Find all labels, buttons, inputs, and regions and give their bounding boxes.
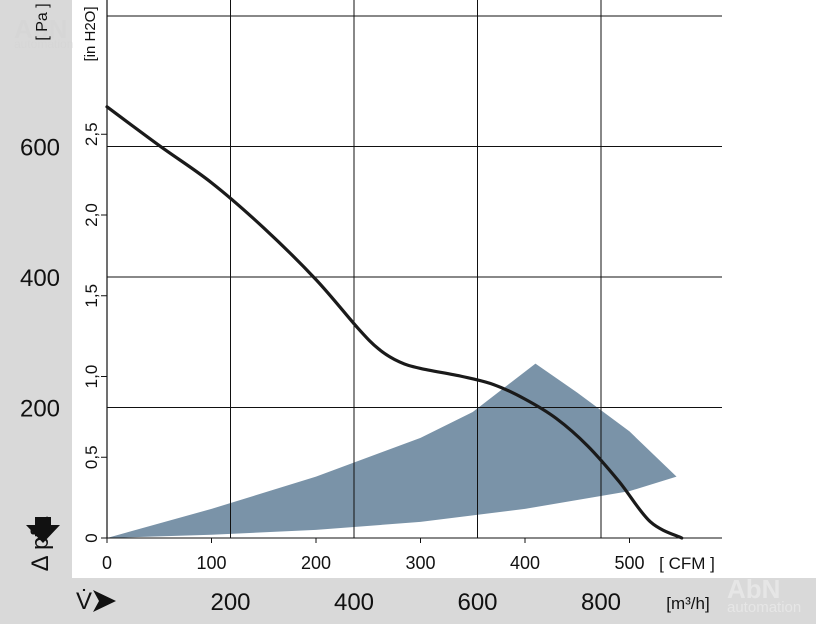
m3h-unit-label: [m³/h] bbox=[666, 594, 709, 613]
grid-lines bbox=[101, 0, 722, 543]
inh2o-tick-label: 0,5 bbox=[82, 445, 101, 469]
watermark-text-bottom: automation bbox=[727, 599, 801, 616]
pa-tick-label: 400 bbox=[20, 265, 60, 292]
fan-curve-line bbox=[105, 105, 684, 540]
m3h-tick-label: 400 bbox=[334, 589, 374, 616]
inh2o-tick-label: 0 bbox=[82, 533, 101, 542]
watermark-text-top: automation bbox=[14, 37, 73, 51]
inh2o-tick-label: 2,0 bbox=[82, 203, 101, 227]
pa-tick-label: 600 bbox=[20, 135, 60, 162]
inh2o-tick-label: 1,0 bbox=[82, 365, 101, 389]
pa-tick-label: 200 bbox=[20, 396, 60, 423]
pa-unit-label: [ Pa ] bbox=[34, 3, 51, 40]
cfm-unit-label: [ CFM ] bbox=[659, 554, 715, 573]
m3h-tick-label: 800 bbox=[581, 589, 621, 616]
m3h-tick-label: 200 bbox=[210, 589, 250, 616]
cfm-tick-label: 300 bbox=[405, 553, 435, 573]
x-axis-symbol: V̇ bbox=[76, 587, 92, 615]
cfm-tick-label: 400 bbox=[510, 553, 540, 573]
right-margin bbox=[722, 0, 816, 578]
cfm-tick-label: 200 bbox=[301, 553, 331, 573]
inh2o-unit-label: [in H2O] bbox=[82, 6, 99, 61]
cfm-tick-label: 0 bbox=[102, 553, 112, 573]
cfm-tick-label: 100 bbox=[196, 553, 226, 573]
watermark-logo-bottom: AbN bbox=[727, 574, 780, 604]
inh2o-tick-label: 2,5 bbox=[82, 122, 101, 146]
fan-curve bbox=[105, 105, 684, 540]
y-axis-arrow bbox=[26, 517, 60, 543]
cfm-tick-label: 500 bbox=[614, 553, 644, 573]
x-axis-arrow bbox=[93, 590, 116, 612]
m3h-tick-label: 600 bbox=[457, 589, 497, 616]
inh2o-tick-label: 1,5 bbox=[82, 284, 101, 308]
watermark-logo-top: AbN bbox=[14, 14, 67, 44]
